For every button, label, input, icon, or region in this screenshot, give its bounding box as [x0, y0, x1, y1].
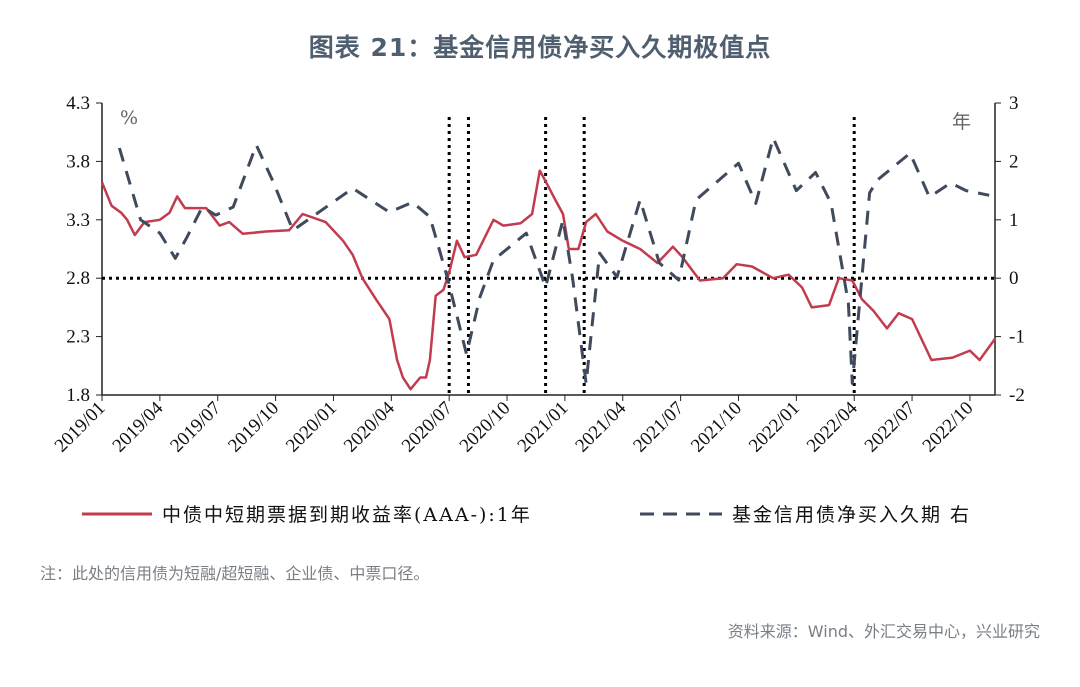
- y-right-tick-label: -1: [1009, 327, 1025, 348]
- y-right-tick-label: -2: [1009, 385, 1025, 406]
- x-tick-label: 2022/10: [919, 398, 978, 457]
- x-tick-label: 2019/10: [224, 398, 283, 457]
- right-unit-label: 年: [952, 111, 971, 133]
- y-right-tick-label: 3: [1009, 93, 1019, 114]
- y-right-tick-label: 0: [1009, 268, 1019, 289]
- y-left-tick-label: 4.3: [66, 93, 90, 114]
- x-tick-label: 2020/01: [282, 398, 341, 457]
- x-tick-label: 2019/04: [109, 397, 168, 456]
- y-left-tick-label: 2.8: [66, 268, 90, 289]
- footnote: 注：此处的信用债为短融/超短融、企业债、中票口径。: [40, 564, 430, 583]
- series: [100, 136, 997, 391]
- legend-label-yield: 中债中短期票据到期收益率(AAA-):1年: [162, 504, 532, 526]
- x-tick-label: 2020/07: [398, 398, 457, 457]
- left-unit-label: %: [120, 107, 138, 129]
- series-line-duration: [117, 136, 990, 385]
- chart-title: 图表 21：基金信用债净买入久期极值点: [308, 33, 772, 62]
- y-left-tick-label: 3.8: [66, 151, 90, 172]
- y-left-tick-label: 1.8: [66, 385, 90, 406]
- x-tick-label: 2021/10: [687, 398, 746, 457]
- legend-label-duration: 基金信用债净买入久期 右: [732, 504, 971, 526]
- legend: 中债中短期票据到期收益率(AAA-):1年 基金信用债净买入久期 右: [82, 504, 971, 526]
- x-tick-label: 2019/01: [51, 398, 110, 457]
- y-right-tick-label: 1: [1009, 210, 1019, 231]
- axes: 4.3 3.8 3.3 2.8 2.3 1.8 3 2 1 0 -1 -2 2019/012019/04…: [51, 93, 1025, 457]
- y-left-tick-label: 2.3: [66, 327, 90, 348]
- reference-lines: [102, 117, 995, 395]
- series-line-yield: [100, 169, 997, 391]
- x-tick-label: 2020/10: [456, 398, 515, 457]
- x-tick-label: 2021/07: [629, 398, 688, 457]
- x-tick-label: 2021/01: [514, 398, 573, 457]
- x-tick-label: 2022/04: [803, 397, 862, 456]
- y-left-tick-label: 3.3: [66, 210, 90, 231]
- y-right-tick-label: 2: [1009, 151, 1019, 172]
- x-tick-label: 2019/07: [166, 398, 225, 457]
- x-tick-label: 2022/01: [745, 398, 804, 457]
- source-note: 资料来源：Wind、外汇交易中心，兴业研究: [727, 622, 1040, 641]
- x-tick-label: 2021/04: [571, 397, 630, 456]
- x-tick-label: 2022/07: [861, 398, 920, 457]
- x-tick-label: 2020/04: [340, 397, 399, 456]
